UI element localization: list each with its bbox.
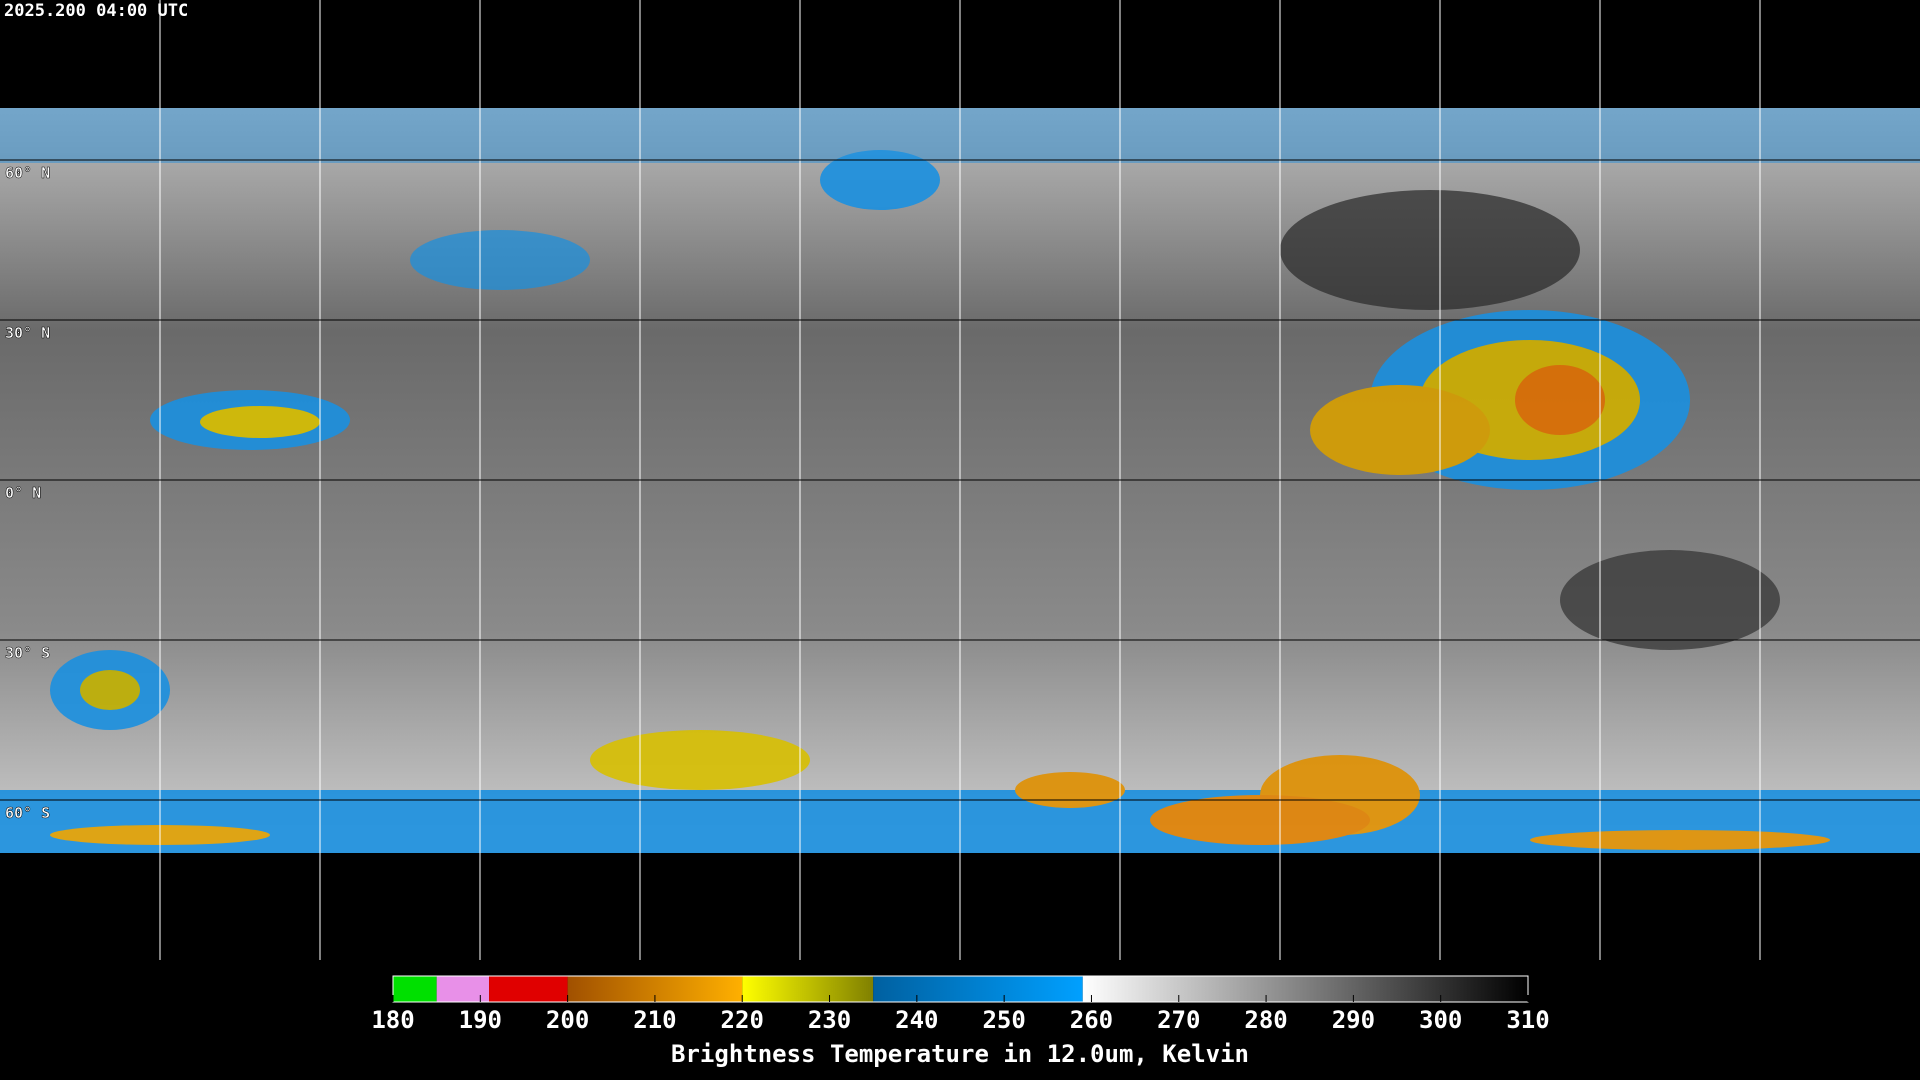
latitude-label: 30° S bbox=[5, 644, 50, 662]
colorbar-segment bbox=[393, 976, 437, 1002]
latitude-label: 60° S bbox=[5, 804, 50, 822]
colorbar-segment bbox=[489, 976, 568, 1002]
colorbar-tick-label: 300 bbox=[1419, 1006, 1462, 1034]
colorbar-tick-label: 240 bbox=[895, 1006, 938, 1034]
colorbar-tick-label: 260 bbox=[1070, 1006, 1113, 1034]
latitude-label: 60° N bbox=[5, 164, 50, 182]
colorbar-tick-label: 180 bbox=[371, 1006, 414, 1034]
colorbar-tick-label: 190 bbox=[459, 1006, 502, 1034]
latitude-label: 0° N bbox=[5, 484, 41, 502]
colorbar-tick-label: 250 bbox=[982, 1006, 1025, 1034]
colorbar-tick-label: 280 bbox=[1244, 1006, 1287, 1034]
colorbar-tick-label: 220 bbox=[721, 1006, 764, 1034]
colorbar-tick-label: 290 bbox=[1332, 1006, 1375, 1034]
colorbar-tick-label: 210 bbox=[633, 1006, 676, 1034]
colorbar-tick-label: 310 bbox=[1506, 1006, 1549, 1034]
graticule bbox=[0, 0, 1920, 960]
colorbar: 180 190 200 210 220 230 240 250 260 270 280 290 300 3… bbox=[371, 975, 1550, 1034]
colorbar-tick-label: 230 bbox=[808, 1006, 851, 1034]
colorbar-segment bbox=[742, 976, 874, 1002]
colorbar-tick-label: 270 bbox=[1157, 1006, 1200, 1034]
latitude-label: 30° N bbox=[5, 324, 50, 342]
colorbar-segment bbox=[1082, 976, 1528, 1002]
colorbar-segment bbox=[873, 976, 1083, 1002]
colorbar-frame bbox=[392, 975, 1529, 1003]
colorbar-segment bbox=[436, 976, 490, 1002]
timestamp: 2025.200 04:00 UTC bbox=[4, 1, 188, 21]
colorbar-tick-label: 200 bbox=[546, 1006, 589, 1034]
latitude-labels: 60° N 30° N 0° N 30° S 60° S bbox=[5, 164, 51, 823]
colorbar-title: Brightness Temperature in 12.0um, Kelvin bbox=[671, 1040, 1249, 1068]
